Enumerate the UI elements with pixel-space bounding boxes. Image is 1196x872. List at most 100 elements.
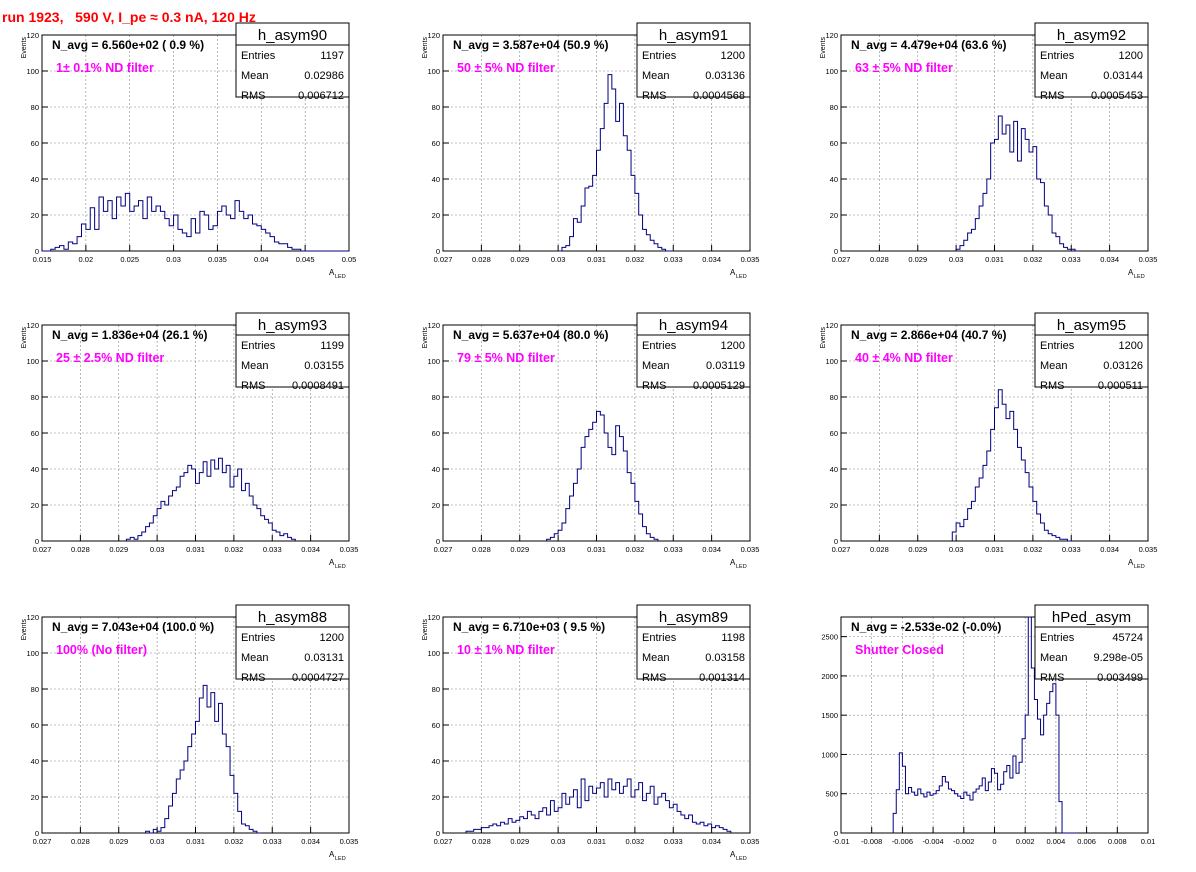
- x-axis-label: A: [329, 558, 335, 567]
- x-tick-label: 0.031: [985, 545, 1004, 554]
- x-tick-label: 0.03: [551, 837, 566, 846]
- y-tick-label: 20: [432, 211, 440, 220]
- x-tick-label: 0.031: [587, 837, 606, 846]
- histogram-pad-h_asym92: 0.027 0.028 0.029 0.03 0.031 0.032 0.033 0.034 0…: [820, 22, 1158, 280]
- x-tick-label: 0.028: [472, 255, 491, 264]
- x-tick-label: 0.05: [342, 255, 357, 264]
- filter-label: 1± 0.1% ND filter: [56, 61, 154, 75]
- x-tick-label: 0.035: [741, 837, 760, 846]
- y-tick-label: 100: [427, 649, 440, 658]
- y-tick-label: 20: [830, 501, 838, 510]
- stats-value: 0.03144: [1103, 70, 1143, 82]
- x-tick-label: 0.02: [79, 255, 94, 264]
- x-tick-label: 0.027: [434, 837, 453, 846]
- stats-title: h_asym94: [659, 317, 728, 334]
- y-tick-label: 120: [427, 613, 440, 622]
- y-tick-label: 40: [31, 465, 39, 474]
- stats-value: 0.03119: [706, 360, 745, 372]
- histogram-series: [546, 410, 659, 541]
- y-axis-label: Events: [422, 619, 429, 641]
- y-tick-label: 120: [26, 31, 39, 40]
- filter-label: 100% (No filter): [56, 643, 147, 657]
- x-tick-label: 0.002: [1016, 837, 1035, 846]
- stats-key: Mean: [241, 360, 269, 372]
- y-tick-label: 80: [432, 393, 440, 402]
- y-tick-label: 40: [31, 175, 39, 184]
- y-tick-label: 100: [26, 67, 39, 76]
- stats-value: 9.298e-05: [1093, 652, 1143, 664]
- stats-key: RMS: [642, 672, 666, 684]
- stats-key: Entries: [1040, 50, 1075, 62]
- stats-box: [1034, 604, 1149, 680]
- stats-key: RMS: [241, 672, 265, 684]
- y-tick-label: 0: [436, 247, 440, 256]
- stats-value: 1200: [721, 50, 745, 62]
- y-tick-label: 40: [432, 757, 440, 766]
- filter-label: 40 ± 4% ND filter: [855, 351, 953, 365]
- stats-key: RMS: [241, 90, 265, 102]
- x-tick-label: 0.035: [340, 545, 359, 554]
- y-tick-label: 20: [31, 501, 39, 510]
- x-tick-label: 0.006: [1077, 837, 1096, 846]
- x-axis-label-sub: LED: [736, 856, 747, 862]
- x-tick-label: 0.029: [510, 545, 529, 554]
- stats-key: Mean: [642, 360, 670, 372]
- y-tick-label: 100: [825, 357, 838, 366]
- x-tick-label: -0.002: [953, 837, 974, 846]
- x-tick-label: 0.033: [664, 545, 683, 554]
- x-tick-label: 0.032: [224, 837, 243, 846]
- x-tick-label: 0.031: [186, 837, 205, 846]
- y-tick-label: 60: [432, 139, 440, 148]
- y-tick-label: 120: [26, 321, 39, 330]
- x-tick-label: 0.03: [551, 545, 566, 554]
- histogram-series: [951, 389, 1072, 542]
- y-tick-label: 0: [834, 537, 838, 546]
- stats-key: Entries: [241, 632, 276, 644]
- y-tick-label: 120: [26, 613, 39, 622]
- stats-value: 1200: [320, 632, 344, 644]
- stats-box: [636, 22, 751, 98]
- stats-key: Mean: [642, 652, 670, 664]
- x-tick-label: 0.045: [296, 255, 315, 264]
- stats-value: 0.03136: [705, 70, 745, 82]
- stats-key: Entries: [642, 632, 677, 644]
- y-tick-label: 60: [31, 429, 39, 438]
- stats-value: 0.0005129: [693, 380, 745, 392]
- histogram-pad-h_asym94: 0.027 0.028 0.029 0.03 0.031 0.032 0.033 0.034 0…: [422, 312, 759, 570]
- histogram-series: [558, 74, 674, 252]
- x-tick-label: 0.025: [120, 255, 139, 264]
- stats-box: [235, 22, 350, 98]
- x-tick-label: 0.029: [510, 255, 529, 264]
- x-tick-label: 0.032: [1023, 255, 1042, 264]
- y-tick-label: 40: [830, 465, 838, 474]
- filter-label: 79 ± 5% ND filter: [457, 351, 555, 365]
- x-axis-label-sub: LED: [1134, 564, 1145, 570]
- stats-value: 0.02986: [304, 70, 344, 82]
- x-tick-label: 0.032: [224, 545, 243, 554]
- y-axis-label: Events: [422, 327, 429, 349]
- histogram-pad-h_asym93: 0.027 0.028 0.029 0.03 0.031 0.032 0.033 0.034 0…: [21, 312, 359, 570]
- x-tick-label: 0.035: [1139, 545, 1158, 554]
- y-tick-label: 2500: [821, 633, 838, 642]
- x-tick-label: 0.035: [1139, 255, 1158, 264]
- y-tick-label: 100: [427, 67, 440, 76]
- stats-key: Entries: [1040, 632, 1075, 644]
- x-tick-label: 0.03: [150, 545, 165, 554]
- x-tick-label: 0.034: [1100, 255, 1119, 264]
- plot-frame: [41, 616, 350, 834]
- x-tick-label: 0.033: [263, 837, 282, 846]
- x-axis-label: A: [329, 268, 335, 277]
- navg-label: N_avg = 4.479e+04 (63.6 %): [851, 38, 1006, 52]
- y-axis-label: Events: [21, 327, 28, 349]
- x-tick-label: 0.004: [1047, 837, 1066, 846]
- stats-key: Mean: [1040, 70, 1068, 82]
- x-tick-label: 0.028: [472, 545, 491, 554]
- x-tick-label: 0.033: [263, 545, 282, 554]
- x-tick-label: 0.029: [109, 837, 128, 846]
- stats-key: Mean: [241, 70, 269, 82]
- stats-title: hPed_asym: [1052, 609, 1131, 626]
- x-tick-label: 0.031: [587, 255, 606, 264]
- stats-key: RMS: [642, 90, 666, 102]
- y-tick-label: 120: [825, 321, 838, 330]
- stats-value: 0.000511: [1098, 380, 1143, 392]
